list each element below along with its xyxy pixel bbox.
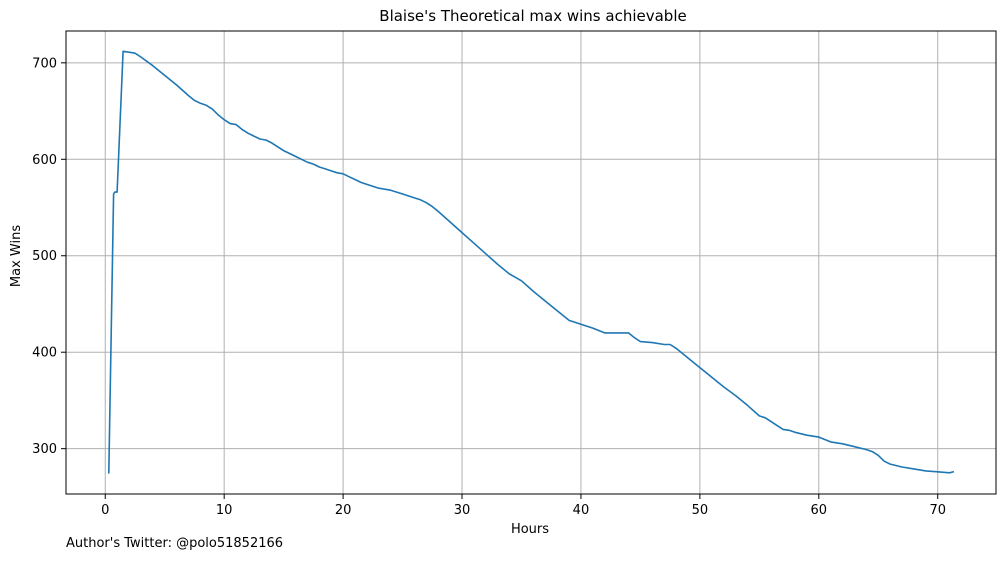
x-tick-label: 20 xyxy=(335,503,352,518)
y-tick-label: 500 xyxy=(32,249,57,264)
plot-border xyxy=(65,30,997,495)
y-tick-label: 300 xyxy=(32,442,57,457)
plot-frame xyxy=(65,30,997,495)
x-axis-ticks: 0 10 20 30 40 50 60 70 xyxy=(101,494,946,518)
author-twitter-note: Author's Twitter: @polo51852166 xyxy=(66,536,284,551)
y-tick-label: 600 xyxy=(32,153,57,168)
grid-lines xyxy=(66,31,996,494)
y-tick-label: 700 xyxy=(32,56,57,71)
x-tick-label: 30 xyxy=(454,503,471,518)
chart-title: Blaise's Theoretical max wins achievable xyxy=(379,7,686,25)
x-tick-label: 60 xyxy=(811,503,828,518)
y-axis-ticks: 300 400 500 600 700 xyxy=(32,56,66,457)
x-tick-label: 10 xyxy=(216,503,233,518)
x-axis-label: Hours xyxy=(511,522,549,537)
series-layer xyxy=(107,50,955,474)
x-tick-label: 70 xyxy=(929,503,946,518)
series-line-max-wins xyxy=(107,50,955,474)
y-axis-label: Max Wins xyxy=(9,225,24,287)
y-tick-label: 400 xyxy=(32,346,57,361)
x-tick-label: 40 xyxy=(573,503,590,518)
x-tick-label: 0 xyxy=(101,503,109,518)
x-tick-label: 50 xyxy=(692,503,709,518)
